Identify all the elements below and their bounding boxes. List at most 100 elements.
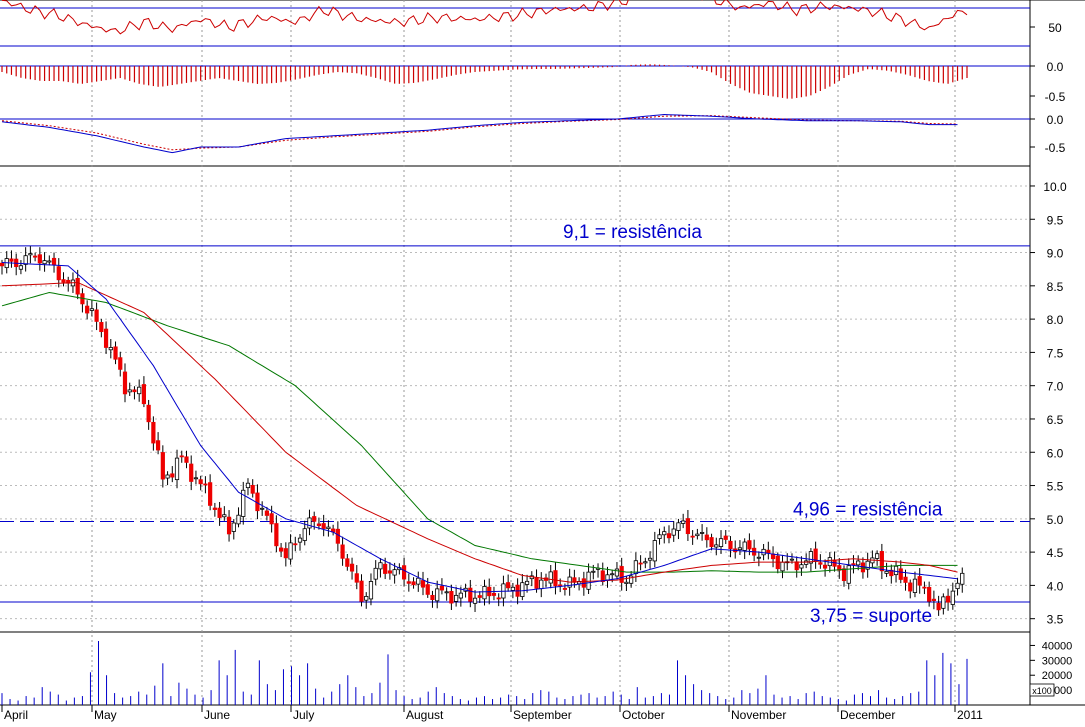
candle [600, 570, 605, 582]
candle [103, 328, 109, 348]
candle [222, 514, 227, 518]
candle [562, 587, 568, 590]
candle [226, 516, 232, 535]
candle [354, 573, 359, 583]
candle [416, 577, 421, 585]
price-tick-label: 6.0 [1047, 446, 1064, 460]
candle [955, 582, 960, 590]
candle [155, 440, 161, 451]
candle [714, 544, 719, 548]
annotation-label: 3,75 = suporte [810, 606, 932, 627]
candle [468, 587, 473, 602]
oscillator-tick-label: 50 [1048, 21, 1062, 35]
candle [250, 484, 255, 494]
x-axis-label: October [622, 708, 665, 722]
x-axis-label: April [4, 708, 28, 722]
candle [539, 579, 544, 590]
moving-average-medium [1, 281, 958, 583]
candle [794, 561, 799, 571]
candle [789, 558, 795, 561]
candle [903, 576, 908, 583]
candle [506, 582, 511, 589]
candle [269, 513, 274, 525]
x-axis-label: September [513, 708, 572, 722]
price-tick-label: 4.0 [1047, 579, 1064, 593]
candle [818, 562, 823, 565]
candle [841, 568, 847, 582]
macd-tick-label: 0.0 [1047, 113, 1064, 127]
volume-tick-label: 20000 [1042, 670, 1073, 682]
candle [690, 535, 695, 538]
candle [231, 522, 236, 532]
candle [122, 371, 128, 395]
candle [799, 564, 804, 569]
candle [477, 595, 482, 598]
price-tick-label: 5.5 [1047, 480, 1064, 494]
candle [666, 533, 672, 539]
candle [349, 563, 355, 572]
candle [378, 562, 383, 570]
candle [170, 473, 175, 478]
x-axis-label: November [731, 708, 786, 722]
price-tick-label: 10.0 [1043, 180, 1067, 194]
x-axis-label: June [204, 708, 230, 722]
candle [47, 260, 52, 263]
candle [56, 266, 61, 281]
candle [51, 257, 57, 265]
candle [898, 568, 903, 580]
candle [340, 544, 345, 559]
candle [927, 586, 932, 602]
volume-tick-label: 40000 [1042, 640, 1073, 652]
candle [662, 531, 667, 536]
price-tick-label: 4.5 [1047, 546, 1064, 560]
oscillator-line [1, 0, 968, 35]
moving-average-short [1, 262, 958, 593]
macd-line [1, 113, 958, 154]
candle [85, 305, 90, 314]
annotation-label: 4,96 = resistência [793, 499, 943, 520]
candle [671, 528, 676, 536]
candle [312, 516, 317, 522]
candle [89, 308, 94, 311]
candle [558, 584, 563, 587]
candle [548, 571, 553, 584]
candle [420, 580, 426, 588]
candle [212, 507, 217, 510]
candle [822, 564, 828, 569]
candle [699, 532, 705, 534]
candle [401, 565, 407, 580]
candle [851, 563, 856, 566]
candle [28, 253, 33, 256]
candle [293, 543, 298, 546]
candle [61, 279, 66, 283]
candle [184, 456, 189, 463]
candle [619, 566, 624, 583]
candle [326, 526, 331, 530]
candle [633, 560, 638, 574]
candle [118, 357, 123, 370]
candle [37, 254, 42, 264]
candle [203, 483, 208, 486]
candle [718, 538, 724, 547]
candle [491, 592, 497, 596]
candle [316, 523, 322, 527]
candle [638, 562, 643, 565]
candle [808, 551, 813, 564]
candle [945, 595, 951, 603]
candle [425, 584, 430, 595]
candle [922, 586, 927, 589]
candle [137, 386, 142, 395]
candle [108, 347, 113, 351]
candle [260, 507, 265, 510]
x-axis-label: August [406, 708, 444, 722]
candle [283, 548, 288, 559]
candle [151, 421, 156, 444]
candle [217, 507, 222, 518]
candle [165, 474, 170, 479]
moving-average-long [1, 291, 958, 573]
candle [411, 581, 416, 586]
candle [723, 535, 728, 540]
candle [510, 586, 515, 591]
